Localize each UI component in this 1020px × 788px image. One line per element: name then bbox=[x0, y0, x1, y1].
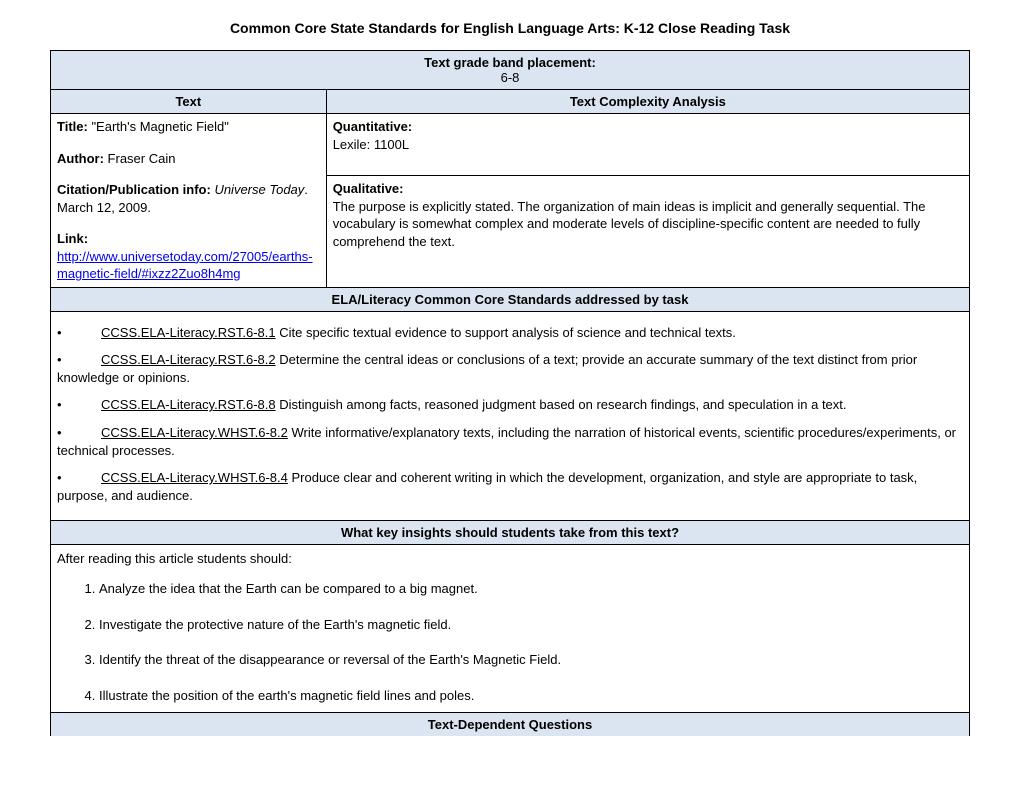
standard-code: CCSS.ELA-Literacy.WHST.6-8.2 bbox=[101, 425, 288, 440]
title-value: "Earth's Magnetic Field" bbox=[88, 119, 229, 134]
grade-band-value: 6-8 bbox=[57, 70, 963, 85]
standard-text: Cite specific textual evidence to suppor… bbox=[276, 325, 736, 340]
bullet-icon: • bbox=[57, 424, 101, 442]
author-label: Author: bbox=[57, 151, 104, 166]
standard-item: •CCSS.ELA-Literacy.WHST.6-8.2 Write info… bbox=[57, 424, 963, 459]
analysis-column-header: Text Complexity Analysis bbox=[326, 90, 969, 114]
standard-code: CCSS.ELA-Literacy.RST.6-8.8 bbox=[101, 397, 276, 412]
main-table: Text grade band placement: 6-8 Text Text… bbox=[50, 50, 970, 736]
standard-item: •CCSS.ELA-Literacy.RST.6-8.1 Cite specif… bbox=[57, 324, 963, 342]
tdq-header: Text-Dependent Questions bbox=[51, 713, 970, 737]
qualitative-cell: Qualitative: The purpose is explicitly s… bbox=[326, 176, 969, 288]
quantitative-label: Quantitative: bbox=[333, 119, 412, 134]
quantitative-value: Lexile: 1100L bbox=[333, 137, 409, 152]
insight-item: Illustrate the position of the earth's m… bbox=[99, 687, 963, 705]
standard-item: •CCSS.ELA-Literacy.RST.6-8.8 Distinguish… bbox=[57, 396, 963, 414]
citation-value-italic: Universe Today bbox=[211, 182, 304, 197]
standards-list-cell: •CCSS.ELA-Literacy.RST.6-8.1 Cite specif… bbox=[51, 311, 970, 520]
standard-item: •CCSS.ELA-Literacy.RST.6-8.2 Determine t… bbox=[57, 351, 963, 386]
citation-label: Citation/Publication info: bbox=[57, 182, 211, 197]
qualitative-value: The purpose is explicitly stated. The or… bbox=[333, 199, 926, 249]
insights-list: Analyze the idea that the Earth can be c… bbox=[57, 580, 963, 704]
source-link[interactable]: http://www.universetoday.com/27005/earth… bbox=[57, 249, 313, 282]
standard-code: CCSS.ELA-Literacy.RST.6-8.2 bbox=[101, 352, 276, 367]
standard-item: •CCSS.ELA-Literacy.WHST.6-8.4 Produce cl… bbox=[57, 469, 963, 504]
insight-item: Identify the threat of the disappearance… bbox=[99, 651, 963, 669]
text-column-header: Text bbox=[51, 90, 327, 114]
insights-lead: After reading this article students shou… bbox=[57, 551, 963, 566]
bullet-icon: • bbox=[57, 469, 101, 487]
bullet-icon: • bbox=[57, 324, 101, 342]
insights-cell: After reading this article students shou… bbox=[51, 545, 970, 713]
bullet-icon: • bbox=[57, 351, 101, 369]
text-info-cell: Title: "Earth's Magnetic Field" Author: … bbox=[51, 114, 327, 288]
standard-code: CCSS.ELA-Literacy.RST.6-8.1 bbox=[101, 325, 276, 340]
grade-band-label: Text grade band placement: bbox=[424, 55, 596, 70]
insight-item: Investigate the protective nature of the… bbox=[99, 616, 963, 634]
insights-header: What key insights should students take f… bbox=[51, 521, 970, 545]
grade-band-header: Text grade band placement: 6-8 bbox=[51, 51, 970, 90]
standard-text: Distinguish among facts, reasoned judgme… bbox=[276, 397, 847, 412]
document-title: Common Core State Standards for English … bbox=[50, 20, 970, 36]
bullet-icon: • bbox=[57, 396, 101, 414]
standards-header: ELA/Literacy Common Core Standards addre… bbox=[51, 287, 970, 311]
title-label: Title: bbox=[57, 119, 88, 134]
quantitative-cell: Quantitative: Lexile: 1100L bbox=[326, 114, 969, 176]
standard-code: CCSS.ELA-Literacy.WHST.6-8.4 bbox=[101, 470, 288, 485]
author-value: Fraser Cain bbox=[104, 151, 176, 166]
insight-item: Analyze the idea that the Earth can be c… bbox=[99, 580, 963, 598]
link-label: Link: bbox=[57, 231, 88, 246]
qualitative-label: Qualitative: bbox=[333, 181, 404, 196]
